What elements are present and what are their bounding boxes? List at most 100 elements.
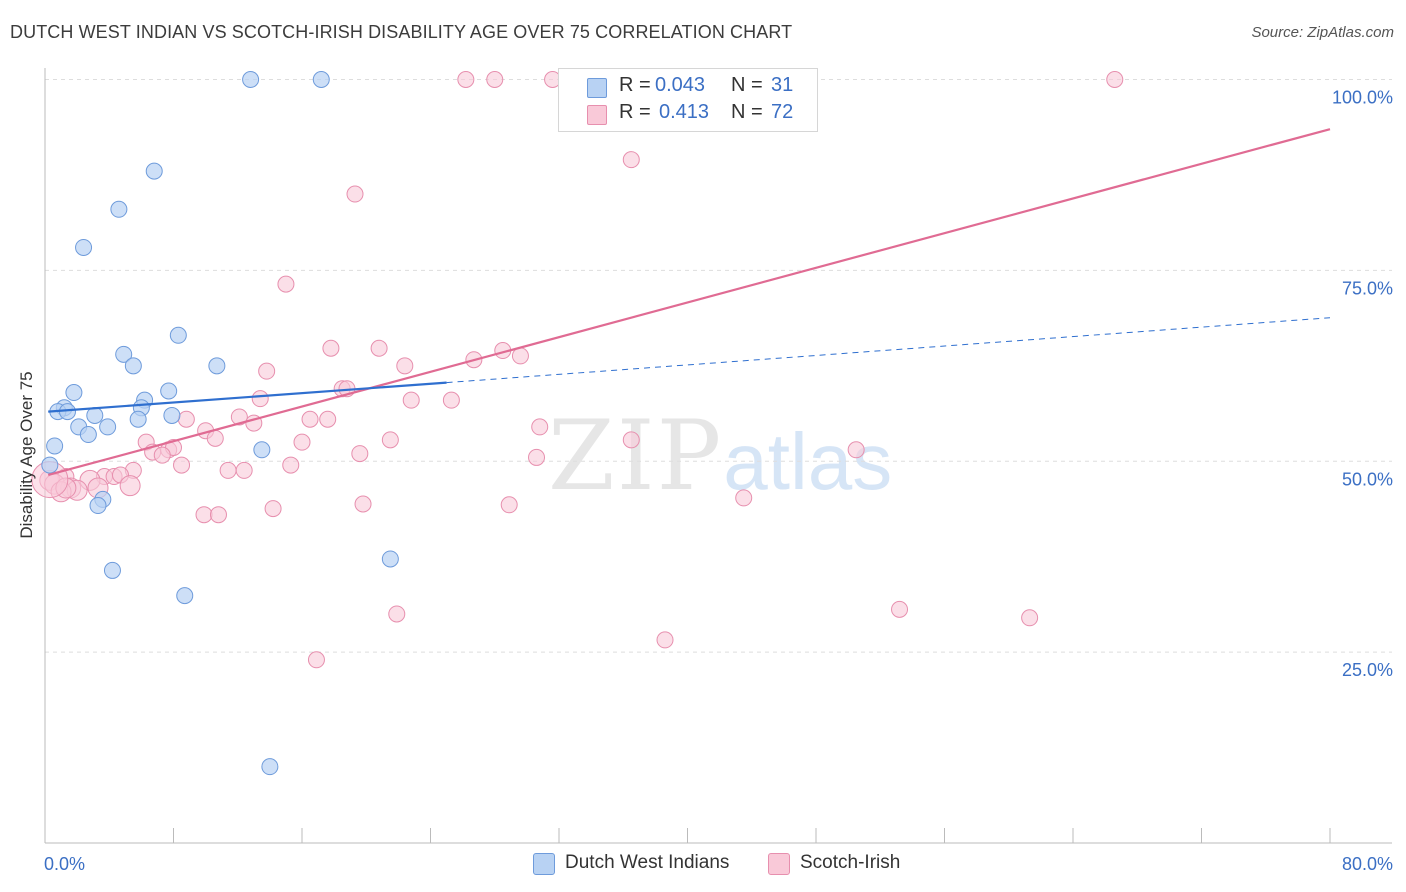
scotch-irish-point xyxy=(847,441,865,459)
scotch-irish-point xyxy=(177,410,195,428)
scotch-irish-point xyxy=(153,446,171,464)
y-tick-label: 25.0% xyxy=(1342,660,1393,680)
scotch-irish-point xyxy=(209,506,227,524)
dutch-west-indians-point xyxy=(99,418,117,436)
legend-r-value: 0.413 xyxy=(659,101,710,123)
scotch-irish-point xyxy=(235,461,253,479)
dutch-west-indians-point xyxy=(169,326,187,344)
legend-swatch-pink xyxy=(768,853,790,875)
dutch-west-indians-point xyxy=(46,437,64,455)
legend-n-label: N = xyxy=(731,74,763,96)
scotch-irish-point xyxy=(195,506,213,524)
dutch-west-indians-point xyxy=(129,410,147,428)
dutch-west-indians-point xyxy=(110,200,128,218)
scotch-irish-point xyxy=(301,410,319,428)
trend-lines xyxy=(47,128,1331,477)
dutch-west-indians-point xyxy=(79,426,97,444)
legend-label: Scotch-Irish xyxy=(800,852,901,873)
scotch-irish-point xyxy=(251,390,269,408)
dutch-west-indians-point xyxy=(86,406,104,424)
scotch-irish-trend-line xyxy=(47,128,1331,477)
scotch-irish-point xyxy=(230,408,248,426)
scotch-irish-point xyxy=(381,431,399,449)
gridlines xyxy=(45,79,1392,653)
dutch-west-indians-point xyxy=(103,561,121,579)
legend-swatch-pink xyxy=(587,105,607,125)
scotch-irish-point xyxy=(219,461,237,479)
legend-r-label: R = xyxy=(619,74,651,96)
dutch-west-indians-point xyxy=(65,384,83,402)
scotch-irish-point xyxy=(457,71,475,88)
dutch-west-indians-point xyxy=(312,71,330,88)
scotch-irish-point xyxy=(1021,609,1039,627)
x-tick-label: 80.0% xyxy=(1342,854,1393,874)
legend-n-value: 31 xyxy=(771,74,794,96)
scotch-irish-point xyxy=(354,495,372,513)
dutch-west-indians-point xyxy=(242,71,260,88)
scotch-irish-point xyxy=(442,391,460,409)
y-tick-label: 75.0% xyxy=(1342,278,1393,298)
dutch-west-indians-point xyxy=(89,497,107,515)
scotch-irish-point xyxy=(528,448,546,466)
dutch-west-indians-point xyxy=(208,357,226,375)
tick-labels: 25.0% 50.0% 75.0% 100.0% 0.0% 80.0% xyxy=(44,88,1393,875)
scotch-irish-point xyxy=(293,433,311,451)
dutch-west-indians-point xyxy=(176,587,194,605)
legend-swatch-blue xyxy=(533,853,555,875)
scotch-irish-point xyxy=(206,429,224,447)
legend-label: Dutch West Indians xyxy=(565,852,730,873)
scotch-irish-point xyxy=(402,391,420,409)
legend-n-label: N = xyxy=(731,101,763,123)
dutch-west-indians-trend-extension xyxy=(446,317,1331,384)
legend-r-value: 0.043 xyxy=(655,74,706,96)
legend-n-value: 72 xyxy=(771,101,794,123)
y-tick-label: 50.0% xyxy=(1342,469,1393,489)
source-credit: Source: ZipAtlas.com xyxy=(1251,24,1394,41)
scotch-irish-point xyxy=(370,339,388,357)
scotch-irish-point xyxy=(173,456,191,474)
correlation-legend: R = 0.043 N = 31 R = 0.413 N = 72 xyxy=(558,68,818,132)
dutch-west-indians-point xyxy=(160,382,178,400)
scotch-irish-point xyxy=(388,605,406,623)
y-axis-label: Disability Age Over 75 xyxy=(17,371,36,539)
scotch-irish-point xyxy=(282,456,300,474)
scotch-irish-point xyxy=(735,489,753,507)
scotch-irish-point xyxy=(307,651,325,669)
dutch-west-indians-points xyxy=(41,71,399,776)
dutch-west-indians-point xyxy=(381,550,399,568)
dutch-west-indians-point xyxy=(75,238,93,256)
y-tick-label: 100.0% xyxy=(1332,88,1393,108)
scotch-irish-point xyxy=(351,445,369,463)
dutch-west-indians-point xyxy=(41,456,59,474)
scotch-irish-point xyxy=(322,339,340,357)
watermark-zip: ZIP xyxy=(548,400,724,512)
scotch-irish-point xyxy=(622,151,640,169)
scotch-irish-points xyxy=(31,71,1124,669)
scotch-irish-point xyxy=(319,410,337,428)
scotch-irish-point xyxy=(119,475,141,497)
legend-swatch-blue xyxy=(587,78,607,98)
dutch-west-indians-point xyxy=(253,441,271,459)
x-tick-label: 0.0% xyxy=(44,854,85,874)
dutch-west-indians-point xyxy=(124,357,142,375)
scotch-irish-point xyxy=(656,631,674,649)
scotch-irish-point xyxy=(622,431,640,449)
dutch-west-indians-point xyxy=(163,406,181,424)
scotch-irish-point xyxy=(511,347,529,365)
scotch-irish-point xyxy=(500,496,518,514)
legend-r-label: R = xyxy=(619,101,651,123)
axes xyxy=(44,68,1392,844)
scotch-irish-point xyxy=(277,275,295,293)
scotch-irish-point xyxy=(531,418,549,436)
dutch-west-indians-point xyxy=(145,162,163,180)
scotch-irish-point xyxy=(1106,71,1124,88)
scotch-irish-point xyxy=(891,600,909,618)
dutch-west-indians-point xyxy=(115,345,133,363)
scotch-irish-point xyxy=(346,185,364,203)
scotch-irish-point xyxy=(396,357,414,375)
scotch-irish-point xyxy=(486,71,504,88)
dutch-west-indians-point xyxy=(261,758,279,776)
dutch-west-indians-trend-line xyxy=(48,381,447,413)
scotch-irish-point xyxy=(258,362,276,380)
